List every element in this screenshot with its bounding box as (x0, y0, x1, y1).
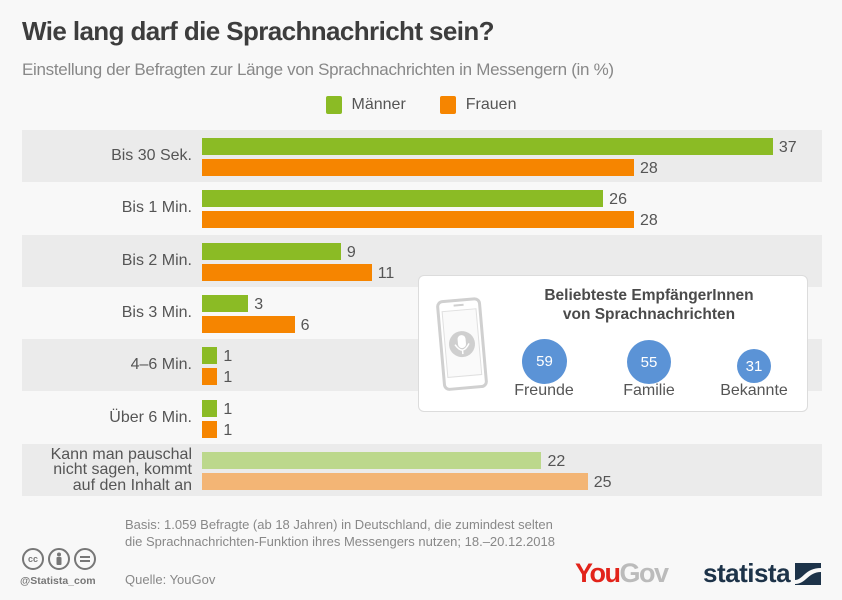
chart-title: Wie lang darf die Sprachnachricht sein? (22, 16, 495, 46)
value-label-frauen: 25 (593, 473, 612, 491)
value-label-maenner: 3 (254, 295, 264, 313)
bubble-freunde: 59 (522, 339, 567, 384)
value-label-frauen: 1 (223, 421, 233, 439)
value-label-maenner: 1 (223, 348, 233, 366)
bar-maenner (202, 242, 341, 260)
bubble-label-bekannte: Bekannte (720, 382, 788, 399)
category-label: Bis 2 Min. (121, 251, 192, 269)
value-label-frauen: 28 (640, 160, 658, 177)
license-icons[interactable]: cc (22, 548, 96, 570)
value-label-frauen: 1 (223, 369, 233, 387)
bubble-familie: 55 (627, 340, 671, 384)
bar-maenner (202, 190, 604, 208)
statista-logo[interactable]: statista (703, 558, 822, 589)
source-note: Quelle: YouGov (125, 572, 216, 587)
bubble-label-familie: Familie (623, 382, 675, 399)
bar-frauen (202, 211, 635, 229)
recipients-inset-card: Beliebteste EmpfängerInnen von Sprachnac… (418, 275, 808, 412)
legend-label-frauen: Frauen (465, 96, 517, 113)
inset-title-line2: von Sprachnachrichten (562, 306, 736, 323)
phone-microphone-icon (436, 297, 488, 391)
value-label-maenner: 26 (609, 191, 627, 209)
value-label-maenner: 9 (346, 243, 356, 261)
inset-title: Beliebteste EmpfängerInnen von Sprachnac… (489, 286, 809, 324)
legend-label-maenner: Männer (351, 96, 406, 113)
cc-icon: cc (22, 548, 44, 570)
bar-maenner (202, 138, 773, 155)
bar-maenner (202, 294, 249, 312)
bar-frauen (202, 472, 588, 490)
bar-maenner (202, 347, 218, 365)
statista-logo-icon (795, 562, 822, 585)
category-label: Bis 1 Min. (121, 199, 192, 217)
legend-item-maenner: Männer (325, 96, 406, 114)
value-label-frauen: 11 (377, 264, 395, 282)
bar-frauen (202, 159, 635, 176)
legend-swatch-maenner (325, 96, 342, 114)
value-label-frauen: 6 (300, 316, 310, 334)
basis-note: Basis: 1.059 Befragte (ab 18 Jahren) in … (125, 517, 555, 549)
legend: Männer Frauen (0, 96, 842, 114)
yougov-logo[interactable]: YouGov (575, 558, 670, 589)
category-label: 4–6 Min. (130, 356, 192, 374)
yougov-logo-gov: Gov (619, 558, 670, 588)
statista-logo-text: statista (703, 558, 791, 588)
category-label: Bis 3 Min. (121, 303, 192, 321)
value-label-maenner: 22 (547, 452, 566, 470)
bar-maenner (202, 399, 218, 417)
attribution-icon (48, 548, 70, 570)
bar-frauen (202, 368, 218, 386)
value-label-frauen: 28 (640, 212, 658, 230)
value-label-maenner: 37 (778, 139, 797, 156)
bubble-label-freunde: Freunde (514, 382, 574, 399)
bubble-bekannte: 31 (737, 349, 771, 383)
chart-subtitle: Einstellung der Befragten zur Länge von … (22, 60, 614, 79)
inset-title-line1: Beliebteste EmpfängerInnen (544, 287, 754, 304)
bar-frauen (202, 315, 295, 333)
bar-frauen (202, 263, 372, 281)
legend-item-frauen: Frauen (439, 96, 517, 114)
category-label: Bis 30 Sek. (111, 147, 192, 164)
category-label: Kann man pauschal nicht sagen, kommt auf d… (50, 445, 192, 494)
bar-frauen (202, 420, 218, 438)
statista-handle[interactable]: @Statista_com (20, 575, 96, 587)
yougov-logo-you: You (575, 558, 621, 588)
value-label-maenner: 1 (223, 400, 233, 418)
no-derivatives-icon (74, 548, 96, 570)
bar-maenner (202, 451, 542, 469)
legend-swatch-frauen (439, 96, 456, 114)
category-label: Über 6 Min. (109, 408, 192, 426)
